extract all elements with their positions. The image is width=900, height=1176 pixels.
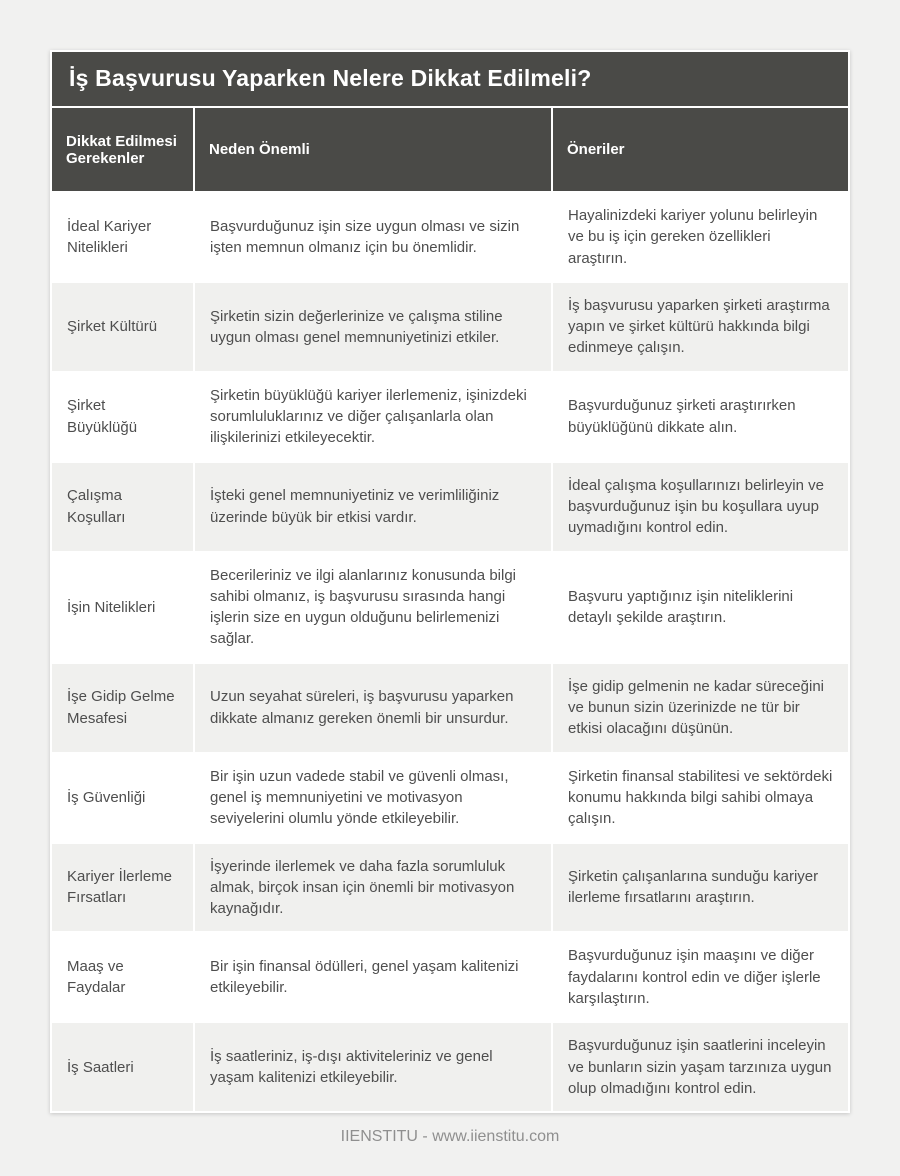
column-header-topic: Dikkat Edilmesi Gerekenler bbox=[52, 108, 193, 191]
topic-cell: İdeal Kariyer Nitelikleri bbox=[52, 191, 193, 281]
suggestion-cell: Hayalinizdeki kariyer yolunu belirleyin … bbox=[551, 191, 848, 281]
topic-cell: Kariyer İlerleme Fırsatları bbox=[52, 841, 193, 932]
table-row: İşin Nitelikleri Becerileriniz ve ilgi a… bbox=[52, 550, 848, 662]
suggestion-cell: İş başvurusu yaparken şirketi araştırma … bbox=[551, 280, 848, 371]
why-cell: İşteki genel memnuniyetiniz ve verimlili… bbox=[193, 460, 551, 551]
why-cell: İş saatleriniz, iş-dışı aktiviteleriniz … bbox=[193, 1021, 551, 1112]
why-cell: Başvurduğunuz işin size uygun olması ve … bbox=[193, 191, 551, 281]
column-header-suggestions: Öneriler bbox=[551, 108, 848, 191]
column-header-why: Neden Önemli bbox=[193, 108, 551, 191]
suggestion-cell: İşe gidip gelmenin ne kadar süreceğini v… bbox=[551, 661, 848, 752]
table-row: Çalışma Koşulları İşteki genel memnuniye… bbox=[52, 460, 848, 551]
footer-watermark: IIENSTITU - www.iienstitu.com bbox=[340, 1128, 560, 1146]
why-cell: Uzun seyahat süreleri, iş başvurusu yapa… bbox=[193, 661, 551, 752]
why-cell: Şirketin sizin değerlerinize ve çalışma … bbox=[193, 280, 551, 371]
why-cell: Bir işin uzun vadede stabil ve güvenli o… bbox=[193, 751, 551, 842]
suggestion-cell: Başvuru yaptığınız işin niteliklerini de… bbox=[551, 550, 848, 662]
topic-cell: Şirket Kültürü bbox=[52, 280, 193, 371]
why-cell: Şirketin büyüklüğü kariyer ilerlemeniz, … bbox=[193, 370, 551, 461]
table-row: İş Saatleri İş saatleriniz, iş-dışı akti… bbox=[52, 1021, 848, 1112]
table-row: Maaş ve Faydalar Bir işin finansal ödüll… bbox=[52, 931, 848, 1022]
why-cell: Bir işin finansal ödülleri, genel yaşam … bbox=[193, 931, 551, 1022]
topic-cell: Maaş ve Faydalar bbox=[52, 931, 193, 1022]
table-row: Kariyer İlerleme Fırsatları İşyerinde il… bbox=[52, 841, 848, 932]
why-cell: İşyerinde ilerlemek ve daha fazla soruml… bbox=[193, 841, 551, 932]
topic-cell: Çalışma Koşulları bbox=[52, 460, 193, 551]
suggestion-cell: Başvurduğunuz şirketi araştırırken büyük… bbox=[551, 370, 848, 461]
suggestion-cell: Başvurduğunuz işin saatlerini inceleyin … bbox=[551, 1021, 848, 1112]
topic-cell: İş Güvenliği bbox=[52, 751, 193, 842]
topic-cell: İş Saatleri bbox=[52, 1021, 193, 1112]
table-row: İş Güvenliği Bir işin uzun vadede stabil… bbox=[52, 751, 848, 842]
header-row: Dikkat Edilmesi Gerekenler Neden Önemli … bbox=[52, 108, 848, 191]
suggestion-cell: İdeal çalışma koşullarınızı belirleyin v… bbox=[551, 460, 848, 551]
suggestion-cell: Başvurduğunuz işin maaşını ve diğer fayd… bbox=[551, 931, 848, 1022]
topic-cell: Şirket Büyüklüğü bbox=[52, 370, 193, 461]
suggestion-cell: Şirketin çalışanlarına sunduğu kariyer i… bbox=[551, 841, 848, 932]
table-body: İdeal Kariyer Nitelikleri Başvurduğunuz … bbox=[52, 191, 848, 1112]
job-application-table: Dikkat Edilmesi Gerekenler Neden Önemli … bbox=[52, 108, 848, 1112]
table-row: İdeal Kariyer Nitelikleri Başvurduğunuz … bbox=[52, 191, 848, 281]
table-card: İş Başvurusu Yaparken Nelere Dikkat Edil… bbox=[50, 50, 850, 1114]
why-cell: Becerileriniz ve ilgi alanlarınız konusu… bbox=[193, 550, 551, 662]
table-row: İşe Gidip Gelme Mesafesi Uzun seyahat sü… bbox=[52, 661, 848, 752]
page-title: İş Başvurusu Yaparken Nelere Dikkat Edil… bbox=[52, 52, 848, 106]
table-header: Dikkat Edilmesi Gerekenler Neden Önemli … bbox=[52, 108, 848, 191]
topic-cell: İşe Gidip Gelme Mesafesi bbox=[52, 661, 193, 752]
table-row: Şirket Kültürü Şirketin sizin değerlerin… bbox=[52, 280, 848, 371]
topic-cell: İşin Nitelikleri bbox=[52, 550, 193, 662]
table-row: Şirket Büyüklüğü Şirketin büyüklüğü kari… bbox=[52, 370, 848, 461]
suggestion-cell: Şirketin finansal stabilitesi ve sektörd… bbox=[551, 751, 848, 842]
